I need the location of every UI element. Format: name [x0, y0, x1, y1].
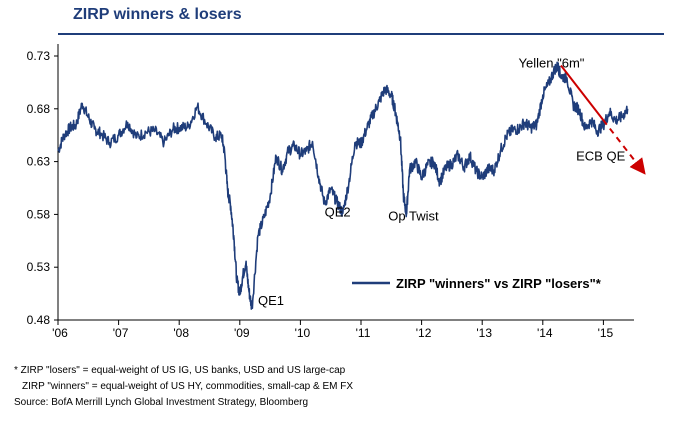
x-tick-label: '07: [113, 326, 129, 340]
legend-label: ZIRP "winners" vs ZIRP "losers"*: [396, 276, 602, 291]
y-tick-label: 0.58: [27, 207, 51, 221]
footnotes: * ZIRP "losers" = equal-weight of US IG,…: [14, 363, 353, 411]
x-tick-label: '11: [356, 326, 371, 340]
y-tick-label: 0.53: [27, 260, 51, 274]
x-tick-label: '15: [598, 326, 614, 340]
y-tick-label: 0.63: [27, 155, 51, 169]
y-tick-label: 0.68: [27, 102, 51, 116]
x-tick-label: '10: [295, 326, 311, 340]
annotation-label: Op Twist: [388, 209, 439, 224]
trend-arrow-solid: [560, 64, 604, 121]
source-note: Source: BofA Merrill Lynch Global Invest…: [14, 397, 309, 408]
x-tick-label: '13: [476, 326, 492, 340]
x-tick-label: '08: [173, 326, 189, 340]
x-tick-label: '14: [537, 326, 553, 340]
footnote-losers: * ZIRP "losers" = equal-weight of US IG,…: [14, 365, 346, 376]
series-line: [57, 61, 629, 310]
annotation-label: QE2: [325, 205, 351, 220]
footnote-winners: ZIRP "winners" = equal-weight of US HY, …: [22, 381, 354, 392]
y-tick-label: 0.48: [27, 313, 51, 327]
y-tick-label: 0.73: [27, 49, 51, 63]
x-tick-label: '12: [416, 326, 432, 340]
x-tick-label: '09: [234, 326, 250, 340]
annotation-label: ECB QE: [576, 149, 625, 164]
x-tick-label: '06: [52, 326, 68, 340]
page-title: ZIRP winners & losers: [73, 6, 242, 23]
title-divider: [58, 33, 664, 35]
annotation-label: QE1: [258, 293, 284, 308]
annotation-label: Yellen "6m": [519, 56, 585, 71]
